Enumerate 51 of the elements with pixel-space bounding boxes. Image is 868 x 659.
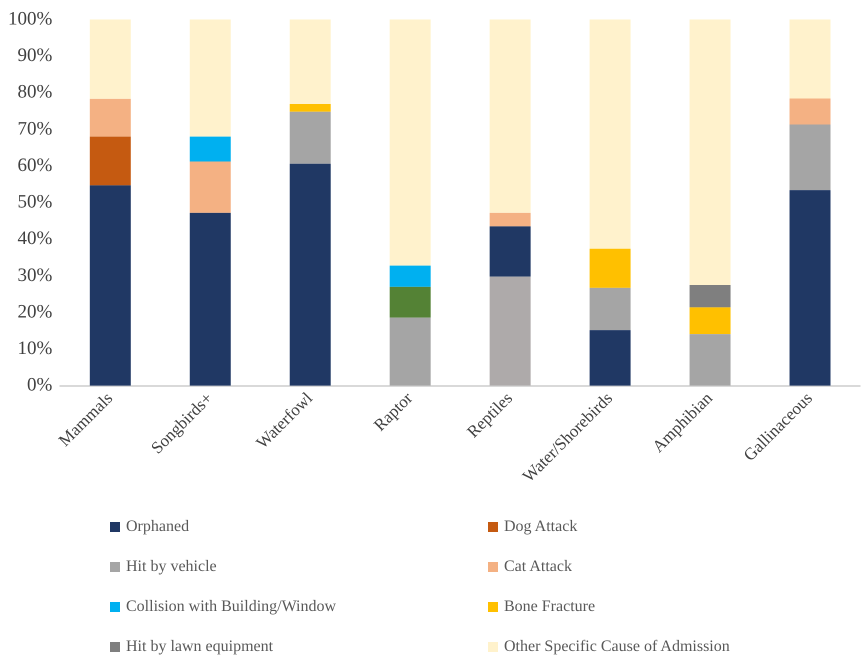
bar — [90, 136, 131, 186]
legend-label: Orphaned — [126, 518, 190, 536]
y-tick-label: 60% — [18, 154, 52, 176]
bar — [290, 104, 331, 112]
bar — [790, 124, 831, 190]
bar — [390, 19, 431, 266]
bar — [490, 19, 531, 213]
bar — [490, 276, 531, 386]
bar — [490, 226, 531, 277]
bar — [190, 212, 231, 386]
y-tick-label: 90% — [18, 45, 52, 66]
bar — [390, 266, 431, 287]
legend-label: Hit by vehicle — [126, 558, 217, 576]
bar — [190, 136, 231, 162]
legend-label: Hit by lawn equipment — [126, 638, 274, 656]
bar — [790, 19, 831, 99]
y-tick-label: 20% — [18, 301, 52, 322]
y-tick-label: 70% — [18, 118, 52, 140]
bar — [590, 330, 631, 386]
y-tick-label: 80% — [18, 82, 52, 103]
y-tick-label: 0% — [27, 374, 52, 396]
y-tick-label: 30% — [18, 264, 52, 286]
bar — [290, 112, 331, 164]
bar — [790, 190, 831, 386]
bar — [590, 248, 631, 288]
legend-label: Dog Attack — [504, 518, 578, 536]
bar — [490, 212, 531, 226]
bar — [790, 98, 831, 125]
legend-label: Cat Attack — [504, 558, 572, 576]
legend-label: Bone Fracture — [504, 598, 596, 616]
legend-label: Collision with Building/Window — [126, 598, 336, 616]
legend-label: Other Specific Cause of Admission — [504, 638, 730, 656]
bar — [290, 164, 331, 386]
bar — [690, 307, 731, 334]
bar — [590, 288, 631, 330]
y-tick-label: 100% — [8, 8, 52, 30]
bar — [690, 19, 731, 286]
y-tick-label: 10% — [18, 338, 52, 360]
bar — [90, 98, 131, 137]
bar — [590, 19, 631, 249]
bar — [690, 334, 731, 386]
bar — [390, 286, 431, 318]
y-tick-label: 40% — [18, 228, 52, 250]
bar — [90, 185, 131, 386]
y-tick-label: 50% — [18, 192, 52, 213]
bar — [90, 19, 131, 99]
bar — [190, 162, 231, 213]
bar — [390, 318, 431, 386]
bar — [690, 285, 731, 308]
bar — [190, 19, 231, 137]
bar — [290, 19, 331, 104]
